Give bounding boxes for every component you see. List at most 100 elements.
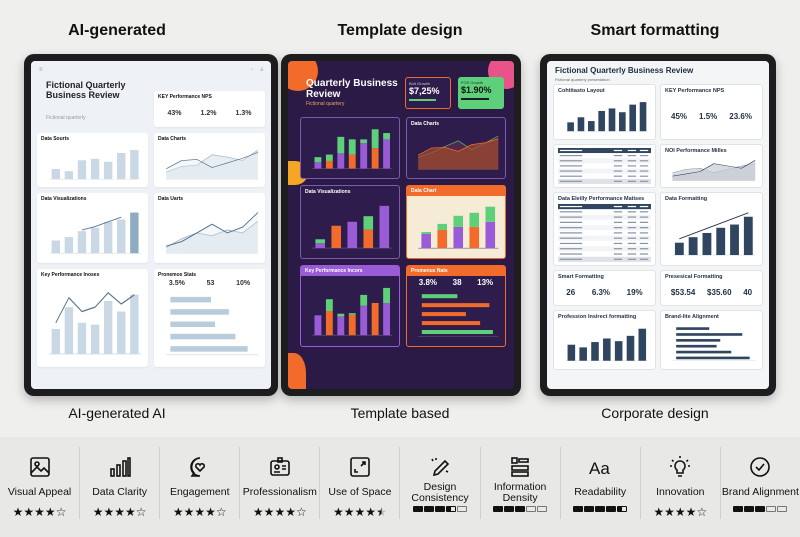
rating-information-density: Information Density bbox=[481, 447, 561, 519]
table-cell bbox=[627, 211, 637, 213]
star-full-icon: ★ bbox=[92, 505, 104, 519]
bar-segment bbox=[331, 225, 342, 249]
block-rating bbox=[573, 506, 628, 512]
table-cell bbox=[613, 160, 623, 162]
star-full-icon: ★ bbox=[34, 505, 45, 519]
kpi-value: 6.3% bbox=[591, 287, 611, 297]
area-fill bbox=[672, 160, 756, 181]
bell-icon[interactable]: ◔ bbox=[249, 67, 253, 73]
svg-text:Aa: Aa bbox=[589, 459, 610, 478]
kpi-value: 3.8% bbox=[418, 278, 438, 287]
bar bbox=[730, 224, 739, 256]
bar bbox=[608, 108, 616, 132]
rating-block bbox=[573, 506, 584, 512]
kpi-row: 26 6.3% 19% bbox=[558, 282, 651, 302]
panel-title: Presesical Formatting bbox=[665, 274, 723, 280]
table-cell bbox=[613, 175, 623, 177]
panel-chart bbox=[166, 149, 259, 180]
star-full-icon: ★ bbox=[333, 505, 344, 519]
kpi-row: $53.54 $35.60 40 bbox=[665, 282, 758, 302]
tablet-template: Quarterly Business Review Fictional quar… bbox=[281, 54, 521, 396]
kpi-value: $35.60 bbox=[707, 287, 732, 297]
panel-title: Data Visualizations bbox=[305, 189, 351, 195]
menu-icon[interactable]: ≡ bbox=[39, 67, 43, 73]
table-cell bbox=[613, 221, 623, 223]
table-row bbox=[558, 256, 651, 262]
rating-use-of-space: Use of Space ★★★★★ bbox=[320, 447, 401, 519]
column-title-ai: AI-generated bbox=[68, 22, 166, 39]
rating-visual-appeal: Visual Appeal ★★★★☆ bbox=[0, 447, 81, 519]
kpi-value: 10% bbox=[236, 280, 251, 287]
bar bbox=[567, 122, 574, 132]
rating-brand-alignment: Brand Alignment bbox=[721, 447, 800, 519]
rating-label: Professionalism bbox=[242, 486, 317, 499]
panel-title: Key Performance Inoses bbox=[41, 272, 100, 278]
panel: Data Charts bbox=[154, 133, 265, 187]
table-row bbox=[558, 240, 651, 247]
panel: NOI Performance Milles bbox=[660, 144, 763, 188]
bar bbox=[577, 117, 585, 132]
panel-chart bbox=[565, 328, 649, 361]
heart-chat-icon bbox=[189, 457, 205, 477]
panel-title: Pronemos Stats bbox=[158, 272, 197, 278]
rating-block bbox=[526, 506, 537, 512]
panel: Data Chart bbox=[406, 185, 506, 259]
panel-title: Data Eleilly Performance Matises bbox=[558, 196, 645, 202]
table-cell bbox=[639, 237, 649, 239]
progress-bar bbox=[461, 98, 489, 100]
table-row bbox=[558, 173, 651, 179]
table-cell bbox=[613, 232, 623, 234]
table-cell bbox=[627, 205, 637, 208]
trend-line bbox=[55, 292, 135, 324]
rating-block bbox=[424, 506, 435, 512]
panel: Key Performance Incors bbox=[300, 265, 400, 347]
panel-title: Data Charts bbox=[411, 121, 440, 127]
series-line bbox=[166, 152, 259, 169]
dashboard-title: Fictional Quarterly Business Review bbox=[46, 80, 126, 100]
dashboard-title: Fictional Quarterly Business Review bbox=[555, 66, 694, 75]
bar-segment bbox=[337, 313, 345, 317]
hbar bbox=[676, 356, 750, 360]
table-cell bbox=[639, 165, 649, 167]
column-caption-template: Template based bbox=[350, 405, 450, 421]
table-cell bbox=[627, 165, 637, 167]
star-full-icon: ★ bbox=[274, 505, 286, 519]
table-cell bbox=[613, 149, 623, 152]
hbar bbox=[421, 303, 490, 308]
rating-label: Brand Alignment bbox=[721, 486, 799, 499]
user-icon[interactable]: ♙ bbox=[259, 67, 264, 73]
series-line bbox=[166, 149, 259, 173]
table-row bbox=[558, 209, 651, 215]
bar-segment bbox=[363, 216, 374, 230]
rating-block bbox=[493, 506, 504, 512]
area-fill bbox=[166, 152, 258, 180]
bar-segment bbox=[371, 129, 379, 149]
table-cell bbox=[639, 248, 649, 250]
kpi-value: 23.6% bbox=[729, 111, 752, 121]
panel: Pronemos Stats 3.5% 53 10% bbox=[154, 269, 265, 367]
area-fill bbox=[166, 221, 258, 254]
hbar bbox=[421, 312, 466, 317]
panel-title: Cohtitasto Layout bbox=[558, 88, 605, 94]
table-cell bbox=[639, 227, 649, 229]
table-cell bbox=[639, 216, 649, 218]
panel: Profession Insirect formatting bbox=[553, 310, 656, 370]
bar bbox=[64, 171, 74, 180]
panel bbox=[300, 117, 400, 179]
rating-label: Design Consistency bbox=[411, 480, 469, 504]
kpi: 3.8% bbox=[419, 278, 437, 287]
bar-segment bbox=[337, 136, 345, 154]
panel-chart bbox=[418, 206, 499, 249]
panel: Cohtitasto Layout bbox=[553, 84, 656, 140]
table-cell bbox=[639, 242, 649, 245]
table-cell bbox=[639, 253, 649, 255]
bar bbox=[579, 347, 587, 361]
bar-segment bbox=[314, 162, 322, 169]
kpi-value: 43% bbox=[167, 109, 182, 117]
table-row bbox=[558, 214, 651, 220]
bar bbox=[117, 153, 126, 180]
panel: Data Formatting bbox=[660, 192, 763, 266]
panel-title: KEY Performance NPS bbox=[158, 94, 212, 100]
bar-segment bbox=[347, 221, 358, 249]
hbar bbox=[676, 339, 721, 342]
